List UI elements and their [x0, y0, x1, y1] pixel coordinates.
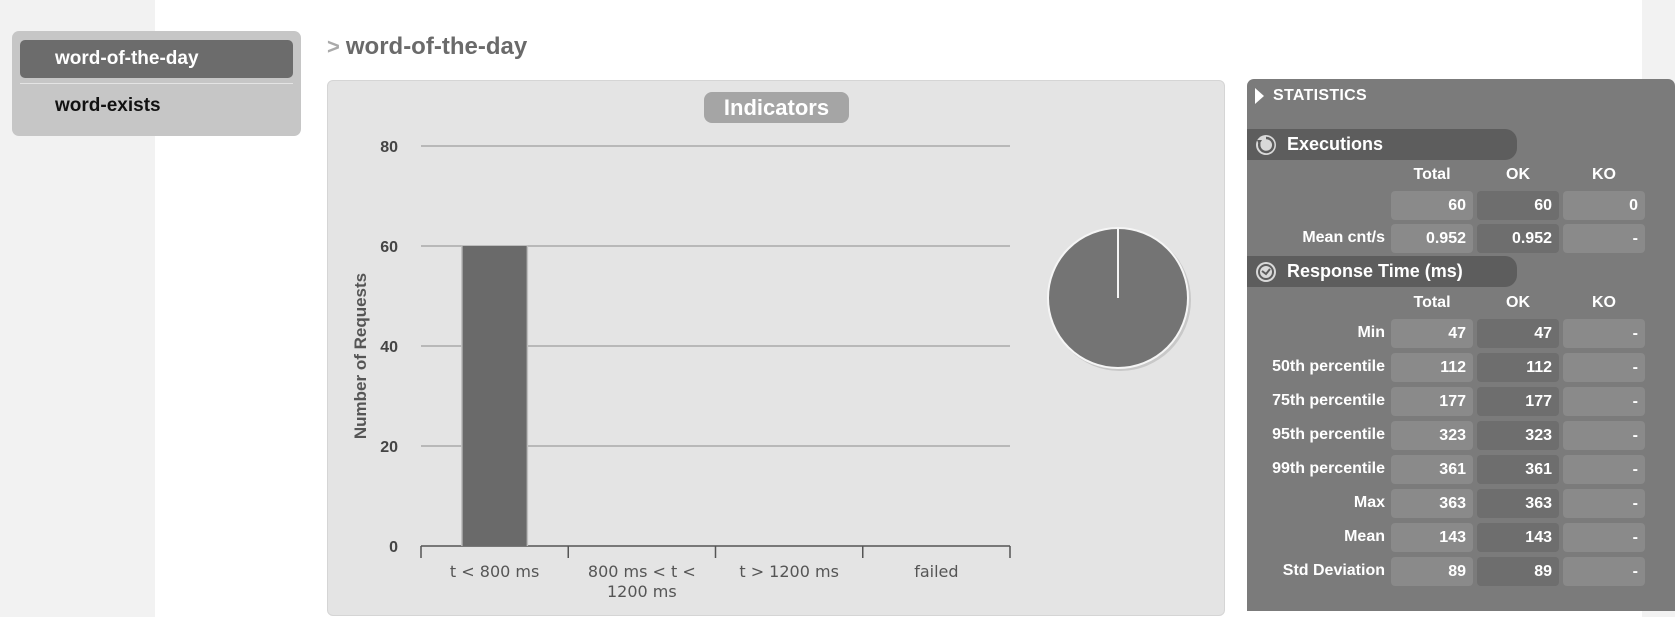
- y-tick-label: 80: [380, 139, 398, 156]
- exec-cell-total: 60: [1391, 191, 1473, 220]
- rt-cell-ko: -: [1563, 455, 1645, 484]
- executions-title: Executions: [1287, 134, 1384, 154]
- refresh-icon: [1256, 134, 1276, 155]
- rt-col-total: Total: [1413, 294, 1451, 311]
- rt-cell-ok: 361: [1477, 455, 1559, 484]
- rt-cell-ok: 47: [1477, 319, 1559, 348]
- bar: [462, 246, 527, 546]
- menu-item-word-of-the-day[interactable]: word-of-the-day: [20, 40, 293, 78]
- rt-cell-ok: 143: [1477, 523, 1559, 552]
- x-category-label: t > 1200 ms: [739, 562, 839, 581]
- x-category-label: failed: [914, 562, 958, 581]
- rt-row-label: Min: [1357, 324, 1385, 341]
- statistics-panel: STATISTICS Executions Total OK KO 60 60 0 M…: [1247, 79, 1675, 611]
- x-category-label: t < 800 ms: [450, 562, 539, 581]
- exec-col-ko: KO: [1592, 166, 1616, 183]
- rt-cell-ok: 363: [1477, 489, 1559, 518]
- response-time-section-header: Response Time (ms): [1247, 256, 1517, 287]
- indicators-panel: 0 20 40 60 80 t < 800 ms 800 ms < t <1200 ms t …: [327, 80, 1225, 616]
- rt-cell-ko: -: [1563, 353, 1645, 382]
- rt-cell-ko: -: [1563, 319, 1645, 348]
- rt-cell-ok: 323: [1477, 421, 1559, 450]
- page-title-text: word-of-the-day: [345, 33, 528, 60]
- rt-cell-total: 47: [1391, 319, 1473, 348]
- rt-cell-ko: -: [1563, 489, 1645, 518]
- rt-cell-ok: 112: [1477, 353, 1559, 382]
- rt-cell-total: 143: [1391, 523, 1473, 552]
- rt-col-ko: KO: [1592, 294, 1616, 311]
- exec-col-ok: OK: [1506, 166, 1530, 183]
- rt-cell-total: 89: [1391, 557, 1473, 586]
- menu-divider: [20, 83, 293, 84]
- exec-cell-ko: -: [1563, 224, 1645, 253]
- indicators-chart: 0 20 40 60 80 t < 800 ms 800 ms < t <1200 ms t …: [351, 139, 1191, 601]
- rt-cell-total: 112: [1391, 353, 1473, 382]
- exec-cell-ok: 0.952: [1477, 224, 1559, 253]
- chart-title: Indicators: [704, 92, 849, 123]
- clock-icon: [1256, 261, 1276, 282]
- page-title: > word-of-the-day: [327, 33, 527, 61]
- rt-cell-total: 323: [1391, 421, 1473, 450]
- rt-cell-ko: -: [1563, 523, 1645, 552]
- rt-row-label: 50th percentile: [1272, 358, 1385, 375]
- y-tick-label: 0: [389, 539, 398, 556]
- menu-item-word-exists[interactable]: word-exists: [55, 95, 161, 116]
- y-tick-label: 40: [380, 339, 398, 356]
- y-tick-label: 60: [380, 239, 398, 256]
- rt-cell-total: 177: [1391, 387, 1473, 416]
- exec-row-label: Mean cnt/s: [1302, 229, 1385, 246]
- exec-cell-total: 0.952: [1391, 224, 1473, 253]
- exec-cell-ko: 0: [1563, 191, 1645, 220]
- rt-cell-ko: -: [1563, 557, 1645, 586]
- triangle-right-icon: [1255, 88, 1264, 104]
- rt-cell-ok: 177: [1477, 387, 1559, 416]
- rt-row-label: 95th percentile: [1272, 426, 1385, 443]
- rt-col-ok: OK: [1506, 294, 1530, 311]
- sidebar-menu: word-of-the-day word-exists: [12, 31, 301, 136]
- x-category-label: 1200 ms: [607, 582, 677, 601]
- response-time-title: Response Time (ms): [1287, 261, 1463, 281]
- statistics-header[interactable]: STATISTICS: [1255, 87, 1367, 105]
- executions-section-header: Executions: [1247, 129, 1517, 160]
- y-axis-label: Number of Requests: [351, 273, 370, 439]
- rt-cell-total: 361: [1391, 455, 1473, 484]
- exec-cell-ok: 60: [1477, 191, 1559, 220]
- rt-row-label: 99th percentile: [1272, 460, 1385, 477]
- rt-cell-ko: -: [1563, 421, 1645, 450]
- rt-row-label: 75th percentile: [1272, 392, 1385, 409]
- rt-cell-ko: -: [1563, 387, 1645, 416]
- exec-col-total: Total: [1413, 166, 1451, 183]
- statistics-title: STATISTICS: [1273, 87, 1367, 104]
- rt-row-label: Mean: [1344, 528, 1385, 545]
- y-tick-label: 20: [380, 439, 398, 456]
- chevron-right-icon: >: [327, 34, 340, 59]
- x-category-label: 800 ms < t <: [588, 562, 696, 581]
- rt-cell-ok: 89: [1477, 557, 1559, 586]
- rt-row-label: Std Deviation: [1282, 562, 1385, 579]
- rt-row-label: Max: [1353, 494, 1385, 511]
- rt-cell-total: 363: [1391, 489, 1473, 518]
